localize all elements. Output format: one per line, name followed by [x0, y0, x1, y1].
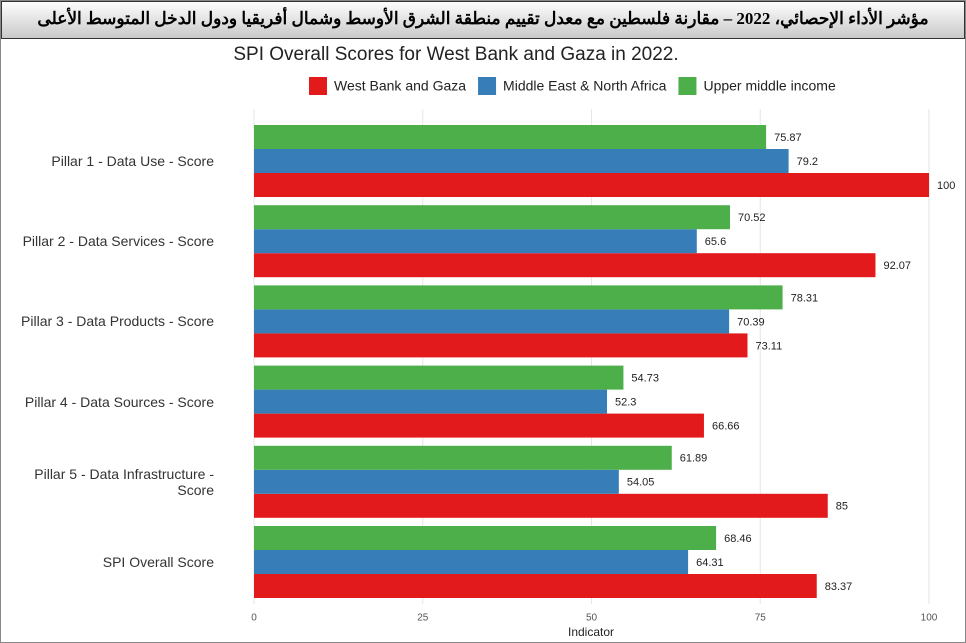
- value-label: 52.3: [615, 397, 636, 409]
- bar: [254, 445, 672, 470]
- value-label: 70.39: [737, 316, 765, 328]
- legend-label: Upper middle income: [703, 78, 835, 94]
- bar: [254, 550, 689, 574]
- bar: [254, 253, 876, 278]
- bar: [254, 229, 697, 254]
- x-tick-label: 25: [417, 613, 429, 624]
- bar: [254, 205, 731, 230]
- y-tick-label: Pillar 3 - Data Products - Score: [21, 313, 214, 330]
- x-tick-label: 75: [755, 613, 767, 624]
- bar: [254, 173, 929, 197]
- chart-title: SPI Overall Scores for West Bank and Gaz…: [233, 44, 678, 65]
- value-label: 68.46: [724, 533, 752, 545]
- legend-swatch: [478, 77, 497, 95]
- y-tick-label: Pillar 4 - Data Sources - Score: [24, 393, 214, 410]
- bar: [254, 413, 704, 438]
- y-tick-label: Pillar 5 - Data Infrastructure - Score: [34, 465, 214, 498]
- y-tick-label: SPI Overall Score: [102, 554, 214, 570]
- x-tick-label: 50: [586, 613, 598, 624]
- legend-swatch: [678, 77, 697, 95]
- x-tick-label: 100: [921, 613, 938, 624]
- value-label: 78.31: [791, 292, 819, 304]
- bar: [254, 389, 608, 414]
- bar: [254, 149, 789, 173]
- banner-title: مؤشر الأداء الإحصائي، 2022 – مقارنة فلسط…: [1, 1, 965, 39]
- bar: [254, 469, 619, 494]
- legend-swatch: [309, 77, 327, 95]
- value-label: 85: [836, 501, 848, 513]
- value-label: 83.37: [825, 581, 853, 593]
- value-label: 75.87: [774, 132, 802, 144]
- value-label: 54.73: [631, 373, 659, 385]
- value-label: 100: [937, 180, 955, 192]
- x-tick-label: 0: [251, 613, 257, 624]
- value-label: 73.11: [755, 340, 782, 352]
- value-label: 66.66: [712, 421, 740, 433]
- bar: [254, 333, 748, 358]
- bar: [254, 285, 783, 310]
- x-axis-label: Indicator: [568, 625, 614, 639]
- value-label: 79.2: [797, 156, 818, 168]
- bar: [254, 574, 817, 598]
- legend-label: Middle East & North Africa: [503, 78, 667, 94]
- value-label: 65.6: [705, 236, 726, 248]
- legend-label: West Bank and Gaza: [334, 78, 466, 94]
- value-label: 70.52: [738, 212, 766, 224]
- bar: [254, 309, 730, 334]
- bar: [254, 365, 624, 390]
- y-tick-label: Pillar 1 - Data Use - Score: [51, 153, 214, 169]
- bar: [254, 493, 828, 518]
- bar: [254, 125, 767, 149]
- bar: [254, 526, 717, 550]
- value-label: 54.05: [627, 477, 655, 489]
- y-tick-label: Pillar 2 - Data Services - Score: [22, 233, 214, 250]
- value-label: 61.89: [680, 453, 708, 465]
- value-label: 64.31: [696, 557, 724, 569]
- value-label: 92.07: [883, 260, 911, 272]
